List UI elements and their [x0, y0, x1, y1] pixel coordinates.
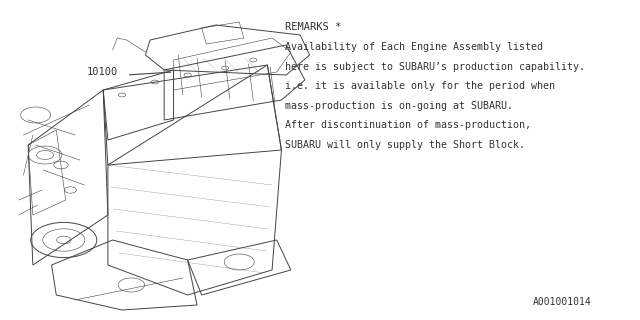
Text: After discontinuation of mass-production,: After discontinuation of mass-production…	[285, 120, 531, 130]
Text: here is subject to SUBARU’s production capability.: here is subject to SUBARU’s production c…	[285, 61, 585, 72]
Text: 10100: 10100	[86, 67, 118, 77]
Text: SUBARU will only supply the Short Block.: SUBARU will only supply the Short Block.	[285, 140, 525, 150]
Text: i.e. it is available only for the period when: i.e. it is available only for the period…	[285, 81, 555, 91]
Text: REMARKS *: REMARKS *	[285, 22, 342, 32]
Text: Availability of Each Engine Assembly listed: Availability of Each Engine Assembly lis…	[285, 42, 543, 52]
Text: A001001014: A001001014	[532, 297, 591, 307]
Text: mass-production is on-going at SUBARU.: mass-production is on-going at SUBARU.	[285, 101, 513, 111]
